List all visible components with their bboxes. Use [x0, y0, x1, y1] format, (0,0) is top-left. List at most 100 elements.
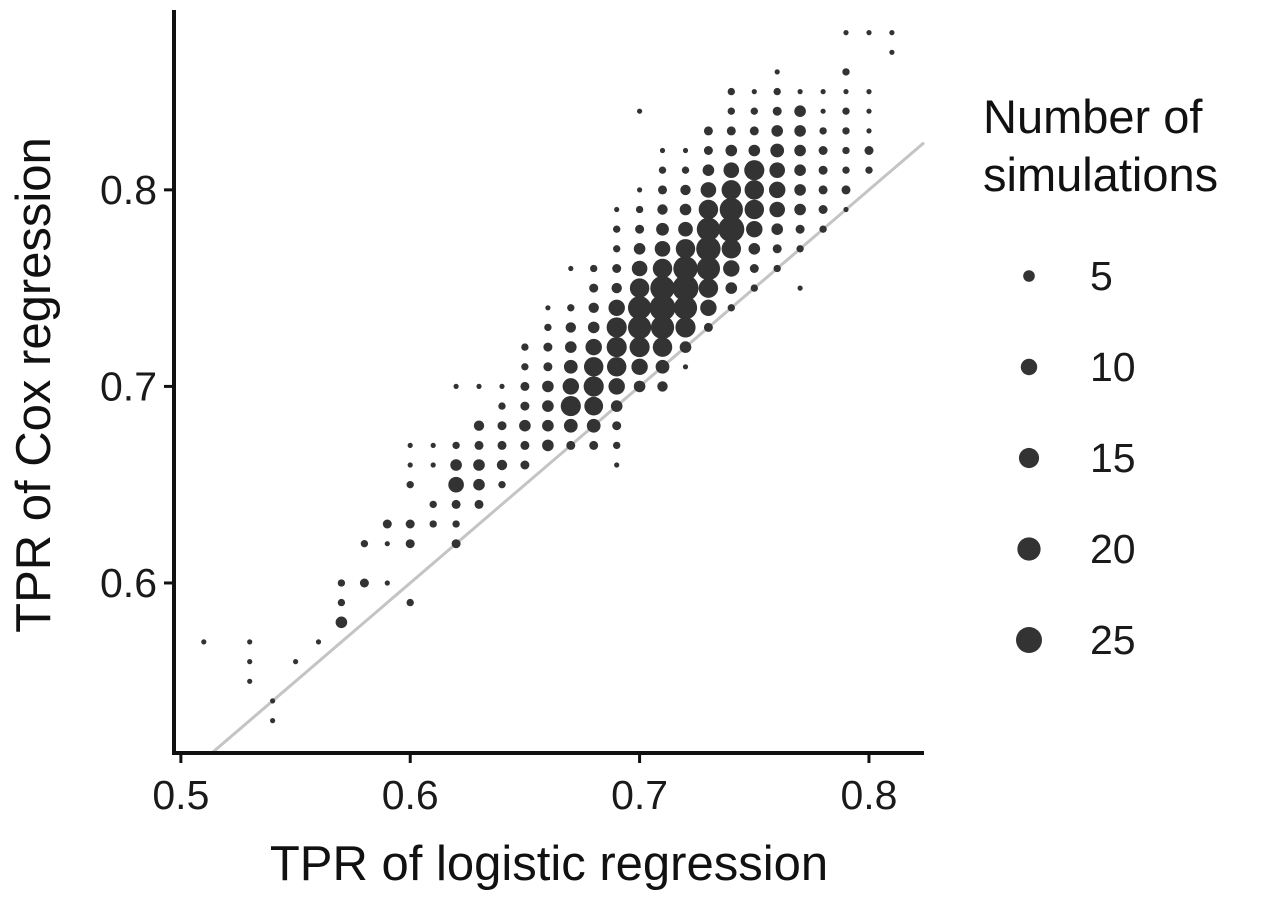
data-point	[520, 401, 530, 411]
data-point	[407, 462, 413, 468]
data-point	[635, 205, 644, 214]
data-point	[675, 239, 696, 259]
data-point	[698, 199, 719, 220]
legend-items: 5 10 15 20 25	[1016, 253, 1136, 663]
data-point	[654, 241, 671, 257]
data-point	[658, 166, 667, 174]
legend-label: 15	[1090, 435, 1136, 481]
data-point	[406, 598, 414, 607]
data-point	[719, 197, 743, 222]
data-point	[562, 378, 580, 395]
data-point	[673, 256, 698, 281]
data-point	[698, 278, 719, 298]
data-point	[588, 302, 599, 313]
data-point	[521, 363, 529, 371]
data-point	[721, 180, 742, 200]
data-point	[703, 322, 713, 332]
data-point	[583, 376, 604, 397]
data-point	[771, 223, 784, 236]
data-point	[453, 383, 459, 389]
data-point	[429, 520, 437, 528]
data-point	[696, 256, 721, 281]
data-point	[681, 166, 690, 174]
data-point	[842, 146, 850, 155]
data-point	[794, 105, 806, 118]
data-point	[497, 440, 507, 450]
data-point	[247, 639, 253, 645]
data-point	[889, 49, 895, 55]
data-point	[889, 29, 895, 36]
data-point	[566, 440, 576, 450]
data-point	[498, 402, 506, 410]
data-point	[796, 245, 804, 253]
data-point	[680, 184, 691, 196]
x-tick-label: 0.8	[840, 772, 897, 818]
data-point	[656, 222, 669, 236]
y-tick-label: 0.7	[100, 363, 157, 409]
data-point	[430, 442, 436, 448]
legend-title-line-2: simulations	[983, 148, 1218, 201]
data-point	[360, 540, 369, 548]
data-point	[678, 221, 693, 237]
data-point	[584, 396, 604, 416]
data-point	[744, 180, 765, 200]
data-point	[703, 126, 713, 136]
data-point	[843, 29, 849, 36]
data-point	[545, 305, 551, 311]
data-point	[631, 260, 648, 277]
data-point	[819, 225, 827, 233]
data-point	[201, 639, 207, 645]
data-point	[866, 128, 872, 134]
size-legend: Number of simulations 5 10 15 20 25	[983, 90, 1218, 663]
data-point	[429, 500, 437, 509]
data-point	[794, 144, 806, 157]
data-point	[652, 337, 673, 357]
data-point	[702, 164, 715, 177]
data-point	[247, 678, 253, 684]
data-point	[749, 126, 759, 136]
data-point	[270, 698, 276, 704]
data-point	[727, 87, 735, 96]
data-point	[405, 519, 415, 529]
data-point	[451, 539, 461, 549]
data-point	[769, 162, 785, 178]
data-point	[820, 89, 826, 95]
legend-title-line-1: Number of	[983, 90, 1203, 143]
data-point	[543, 362, 553, 372]
data-point	[748, 242, 761, 255]
data-point	[772, 106, 782, 116]
data-point	[797, 285, 803, 291]
data-point	[818, 185, 828, 195]
data-point	[608, 299, 625, 317]
data-point	[723, 260, 740, 277]
data-point	[842, 166, 850, 174]
data-point	[768, 181, 786, 199]
data-point	[473, 420, 485, 431]
data-point	[476, 383, 482, 389]
data-point	[773, 264, 781, 273]
data-point	[384, 541, 390, 547]
x-axis-title: TPR of logistic regression	[270, 837, 828, 891]
legend-key	[1017, 537, 1041, 561]
axes-layer	[172, 10, 924, 755]
data-point	[606, 317, 627, 338]
data-point	[585, 338, 602, 356]
data-point	[563, 418, 578, 433]
data-point	[727, 304, 735, 312]
data-point	[610, 400, 623, 412]
data-point	[448, 476, 464, 493]
data-point	[430, 462, 436, 468]
data-point	[744, 199, 765, 220]
legend-key	[1016, 627, 1042, 653]
data-point	[865, 166, 873, 174]
points-layer	[201, 29, 895, 724]
data-point	[700, 299, 717, 317]
data-point	[382, 519, 392, 529]
legend-key	[1018, 447, 1040, 469]
data-point	[746, 220, 763, 238]
data-point	[520, 460, 530, 470]
data-point	[649, 294, 676, 321]
legend-key	[1023, 270, 1035, 282]
data-point	[866, 29, 872, 36]
